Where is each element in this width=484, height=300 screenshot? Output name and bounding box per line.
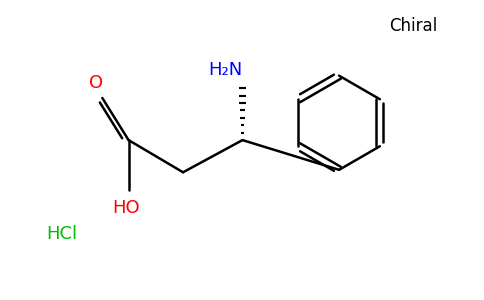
Text: HCl: HCl: [46, 225, 77, 243]
Text: HO: HO: [112, 199, 140, 217]
Text: H₂N: H₂N: [208, 61, 242, 79]
Text: Chiral: Chiral: [389, 17, 438, 35]
Text: O: O: [90, 74, 104, 92]
